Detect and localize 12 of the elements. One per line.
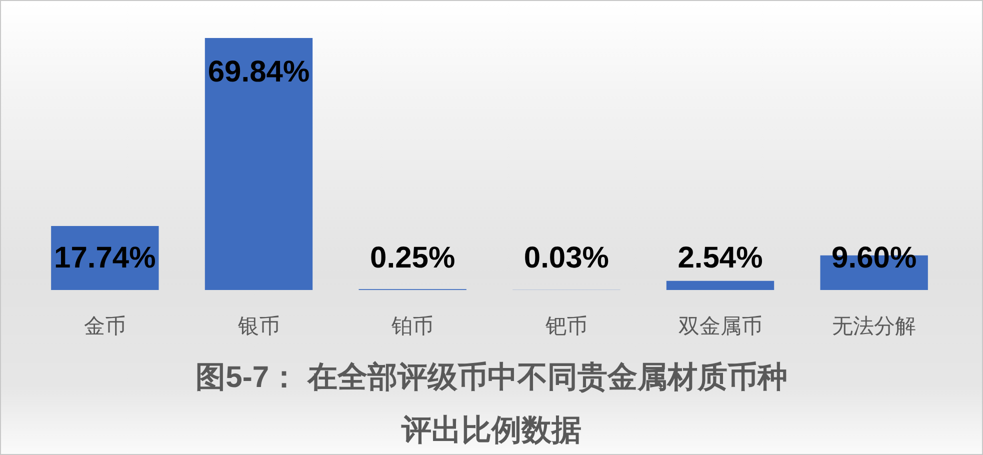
data-label: 0.25% xyxy=(370,242,456,274)
x-tick-label: 银币 xyxy=(236,315,280,338)
text: 图5-7： 在全部评级币中不同贵金属材质币种评出比例数据 xyxy=(196,360,788,447)
data-label: 69.84% xyxy=(208,56,310,88)
data-label: 2.54% xyxy=(678,242,763,274)
x-tick-label: 钯币 xyxy=(544,315,588,338)
data-label: 17.74% xyxy=(54,242,156,274)
x-tick-label: 无法分解 xyxy=(832,315,916,338)
data-label: 0.03% xyxy=(524,242,609,274)
x-tick-label: 金币 xyxy=(84,315,126,338)
x-tick-label: 铂币 xyxy=(390,315,434,338)
x-tick-label: 双金属币 xyxy=(678,315,762,338)
